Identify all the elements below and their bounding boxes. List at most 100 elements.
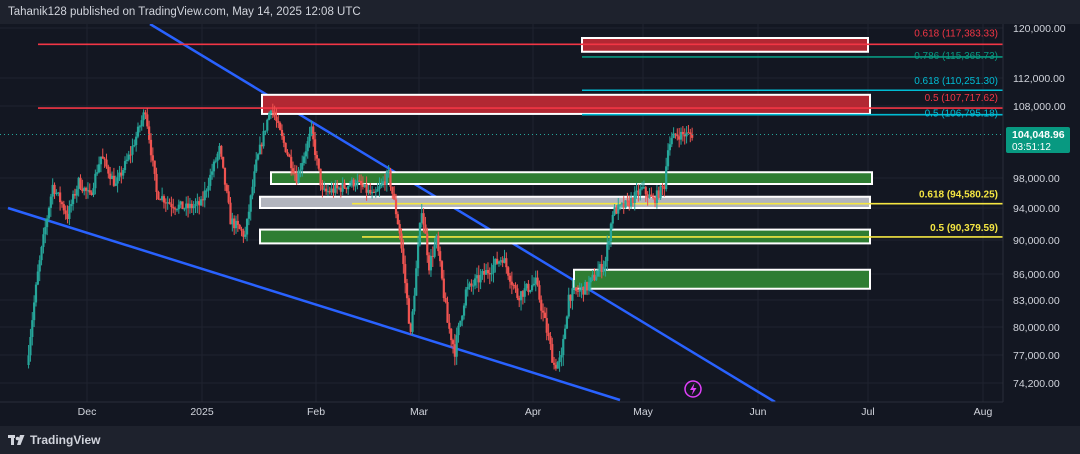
candle-body-325 [626, 200, 629, 202]
tradingview-logo-icon [8, 435, 25, 445]
candle-body-148 [301, 162, 304, 170]
candle-body-66 [149, 139, 153, 156]
x-tick-label-5: May [633, 406, 654, 418]
candle-body-145 [295, 174, 298, 184]
candle-body-109 [229, 202, 232, 225]
candle-body-17 [59, 192, 62, 203]
candle-body-73 [162, 196, 166, 203]
candle-body-270 [525, 283, 528, 289]
candle-body-343 [659, 185, 662, 198]
candle-body-321 [618, 204, 622, 206]
candle-body-63 [144, 112, 147, 115]
candle-body-0 [27, 355, 30, 365]
candle-body-282 [547, 332, 550, 337]
candle-body-40 [101, 156, 104, 159]
candle-body-71 [159, 199, 162, 201]
candle-body-7 [40, 246, 43, 261]
candle-body-223 [439, 251, 442, 262]
candle-body-167 [336, 185, 339, 189]
candle-body-141 [288, 154, 291, 157]
candle-body-35 [92, 188, 95, 196]
candle-body-171 [343, 183, 346, 188]
candle-body-108 [227, 191, 230, 203]
candle-body-29 [81, 188, 84, 192]
candle-body-121 [251, 186, 254, 196]
candle-body-326 [628, 200, 631, 207]
candle-body-163 [328, 191, 331, 193]
y-tick-label-3: 98,000.00 [1013, 173, 1060, 185]
candle-body-298 [576, 290, 580, 292]
candle-body-46 [112, 175, 115, 186]
candle-body-245 [479, 274, 482, 283]
candle-body-258 [503, 258, 506, 263]
candle-body-265 [516, 288, 519, 298]
candle-body-235 [461, 315, 464, 321]
candle-body-355 [681, 131, 684, 135]
candle-body-184 [367, 189, 370, 193]
candle-body-189 [376, 189, 379, 192]
candle-body-333 [640, 187, 644, 189]
candle-body-322 [620, 203, 624, 205]
candle-body-276 [536, 277, 539, 286]
candle-body-191 [380, 183, 383, 187]
candle-body-244 [477, 275, 480, 283]
candle-body-113 [236, 220, 239, 225]
candle-body-54 [127, 154, 130, 160]
candle-body-158 [319, 168, 322, 186]
fib-level-label-6: 0.5 (90,379.59) [930, 223, 998, 234]
candle-body-194 [385, 172, 388, 185]
candle-body-147 [299, 169, 302, 171]
candle-body-64 [146, 114, 149, 127]
candle-body-251 [490, 273, 493, 275]
candle-body-172 [345, 187, 348, 190]
candle-body-179 [358, 180, 361, 182]
candle-body-182 [363, 184, 366, 187]
candle-body-58 [135, 136, 138, 146]
candle-body-96 [205, 190, 208, 192]
lightning-icon-ring [684, 380, 702, 398]
candle-body-52 [123, 161, 127, 171]
candle-body-300 [580, 286, 583, 290]
candle-body-264 [514, 285, 517, 289]
x-tick-label-4: Apr [525, 406, 542, 418]
candle-body-207 [409, 323, 412, 332]
candle-body-242 [473, 278, 477, 286]
candle-body-332 [639, 188, 642, 195]
candle-body-201 [398, 224, 401, 234]
candle-body-32 [86, 190, 90, 192]
candle-body-277 [538, 285, 541, 300]
candle-body-53 [125, 159, 128, 162]
tradingview-logo[interactable]: TradingView [8, 433, 100, 447]
candle-body-261 [508, 275, 512, 282]
candle-body-80 [175, 209, 179, 211]
candle-body-180 [359, 180, 363, 185]
candle-body-288 [558, 357, 561, 363]
y-tick-label-0: 120,000.00 [1013, 23, 1066, 35]
candle-body-338 [650, 194, 653, 197]
candle-body-98 [209, 174, 212, 186]
current-price-tag-bg [1006, 127, 1070, 153]
candle-body-212 [418, 222, 422, 245]
candle-body-103 [218, 145, 221, 154]
candle-body-84 [183, 208, 186, 210]
candle-body-234 [459, 320, 462, 326]
candle-body-359 [689, 132, 692, 135]
candle-body-169 [339, 187, 342, 192]
candle-body-137 [280, 129, 284, 137]
candle-body-312 [602, 266, 605, 272]
candle-body-203 [402, 248, 405, 265]
candle-body-200 [396, 214, 399, 225]
x-tick-label-8: Aug [974, 406, 993, 418]
candle-body-10 [46, 218, 49, 228]
candle-body-319 [615, 207, 618, 214]
candle-body-177 [354, 184, 357, 187]
tradingview-brand: TradingView [30, 433, 101, 447]
candle-body-12 [49, 196, 52, 208]
candle-body-129 [266, 119, 269, 131]
candle-body-213 [420, 213, 423, 223]
candle-body-51 [122, 170, 125, 176]
candle-body-253 [494, 258, 497, 265]
candle-body-236 [462, 305, 466, 316]
candle-body-183 [365, 184, 368, 193]
